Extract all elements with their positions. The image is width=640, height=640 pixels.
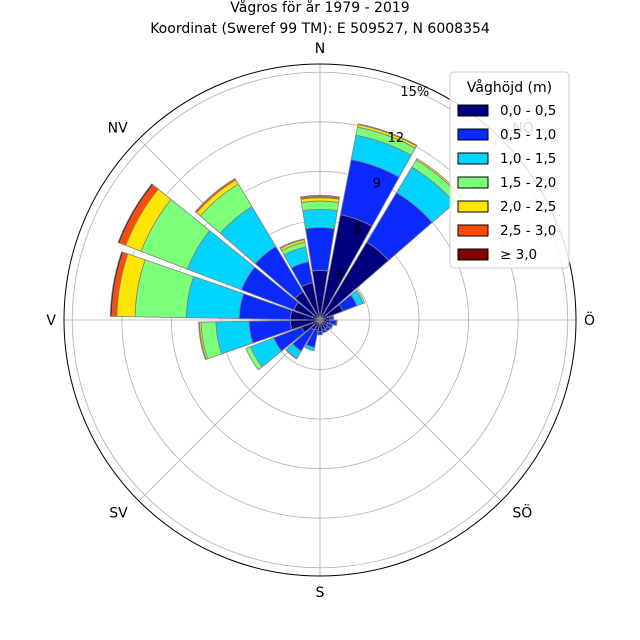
direction-label: N	[315, 41, 325, 57]
direction-label: NV	[108, 121, 128, 137]
radial-tick-label: 15%	[400, 85, 429, 100]
polar-frame	[63, 63, 577, 577]
grid-ring	[170, 170, 470, 470]
radial-tick-label: 9	[373, 177, 381, 192]
direction-label: S	[316, 585, 325, 601]
legend-swatch	[457, 248, 489, 261]
rose-sector-segment	[279, 238, 305, 250]
legend-swatch	[457, 200, 489, 213]
legend-title: Våghöjd (m)	[467, 79, 552, 96]
radial-tick-label: 6	[354, 222, 362, 237]
rose-sector-segment	[304, 344, 316, 352]
rose-sector-segment	[109, 251, 124, 317]
legend-label: 1,0 - 1,5	[500, 151, 556, 167]
outer-circle	[63, 63, 577, 577]
legend-label: 0,5 - 1,0	[500, 127, 556, 143]
legend-label: 1,5 - 2,0	[500, 175, 556, 191]
legend-swatch	[457, 104, 489, 117]
rose-sector-segment	[285, 348, 298, 360]
legend-swatch	[457, 224, 489, 237]
legend-label: ≥ 3,0	[500, 247, 537, 263]
direction-label: SÖ	[512, 503, 532, 521]
rose-sector-segment	[300, 200, 340, 212]
legend-label: 2,0 - 2,5	[500, 199, 556, 215]
rose-sector-segment	[117, 183, 154, 244]
rose-sector-segment	[335, 319, 338, 327]
grid-ring	[121, 121, 519, 519]
direction-label: Ö	[584, 311, 595, 329]
legend-swatch	[457, 128, 489, 141]
legend-swatch	[457, 152, 489, 165]
direction-label: SV	[109, 505, 128, 521]
rose-sector-segment	[331, 314, 335, 321]
spoke-line	[319, 319, 502, 502]
rose-sectors	[109, 123, 463, 371]
rose-sector-segment	[198, 321, 207, 361]
rose-sector-segment	[357, 123, 418, 147]
rose-sector-segment	[317, 330, 323, 336]
rose-sector-segment	[329, 324, 334, 330]
rose-sector-segment	[194, 177, 237, 214]
chart-title: Vågros för år 1979 - 2019	[230, 0, 409, 16]
rose-sector-segment	[305, 227, 335, 272]
rose-sector-segment	[245, 346, 263, 371]
rose-sector-segment	[321, 328, 327, 334]
rose-sector-segment	[355, 289, 366, 304]
radial-tick-label: 12	[388, 131, 405, 146]
legend: Våghöjd (m) 0,0 - 0,5 0,5 - 1,0 1,0 - 1,5 1,…	[449, 71, 570, 269]
legend-label: 0,0 - 0,5	[500, 103, 556, 119]
legend-swatch	[457, 176, 489, 189]
direction-label: V	[46, 313, 56, 329]
rose-sector-segment	[324, 325, 331, 332]
radial-tick-label: 3	[335, 268, 343, 283]
rose-sector-segment	[302, 208, 338, 230]
grid-ring	[71, 71, 569, 569]
legend-box	[449, 71, 570, 269]
legend-label: 2,5 - 3,0	[500, 223, 556, 239]
chart-subtitle: Koordinat (Sweref 99 TM): E 509527, N 60…	[150, 21, 490, 37]
rose-sector-segment	[300, 194, 340, 199]
